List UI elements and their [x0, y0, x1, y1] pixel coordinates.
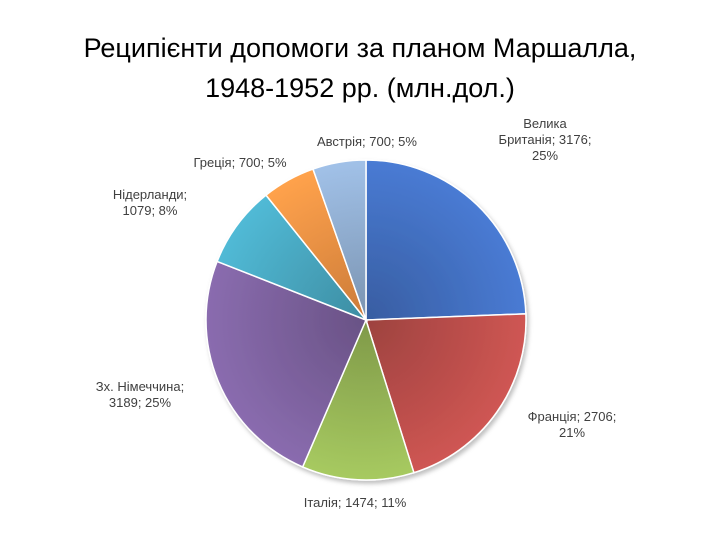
slice-label-3-line-1: Італія; 1474; 11%: [304, 495, 407, 510]
slice-label-4-line-2: 3189; 25%: [109, 395, 172, 410]
pie-slice-7: [312, 159, 367, 321]
pie-slice-3: [301, 317, 415, 481]
slice-label-3: Італія; 1474; 11%: [304, 495, 407, 510]
pie-slice-4: [205, 260, 367, 468]
pie-slice-1: [365, 159, 527, 321]
chart-title: Реципієнти допомоги за планом Маршалла, …: [0, 28, 720, 108]
slice-label-7-line-1: Австрія; 700; 5%: [317, 134, 417, 149]
slice-label-5-line-2: 1079; 8%: [123, 203, 178, 218]
slice-label-5-line-1: Нідерланди;: [113, 187, 187, 202]
slice-label-2-line-1: Франція; 2706;: [528, 409, 617, 424]
chart-title-line-2: 1948-1952 рр. (млн.дол.): [205, 73, 515, 103]
slice-label-6: Греція; 700; 5%: [193, 155, 287, 170]
slice-label-2-line-2: 21%: [559, 425, 585, 440]
slice-label-6-line-1: Греція; 700; 5%: [193, 155, 287, 170]
slice-label-7: Австрія; 700; 5%: [317, 134, 417, 149]
chart-title-line-1: Реципієнти допомоги за планом Маршалла,: [83, 33, 637, 63]
slice-label-4-line-1: Зх. Німеччина;: [96, 379, 184, 394]
slice-label-1-line-3: 25%: [532, 148, 558, 163]
pie-slice-2: [364, 313, 527, 474]
slice-label-5: Нідерланди; 1079; 8%: [113, 187, 187, 218]
slice-label-2: Франція; 2706; 21%: [528, 409, 617, 440]
slice-label-1-line-1: Велика: [523, 116, 567, 131]
slice-label-1-line-2: Британія; 3176;: [499, 132, 592, 147]
slice-label-4: Зх. Німеччина; 3189; 25%: [96, 379, 184, 410]
slice-label-1: Велика Британія; 3176; 25%: [499, 116, 592, 163]
